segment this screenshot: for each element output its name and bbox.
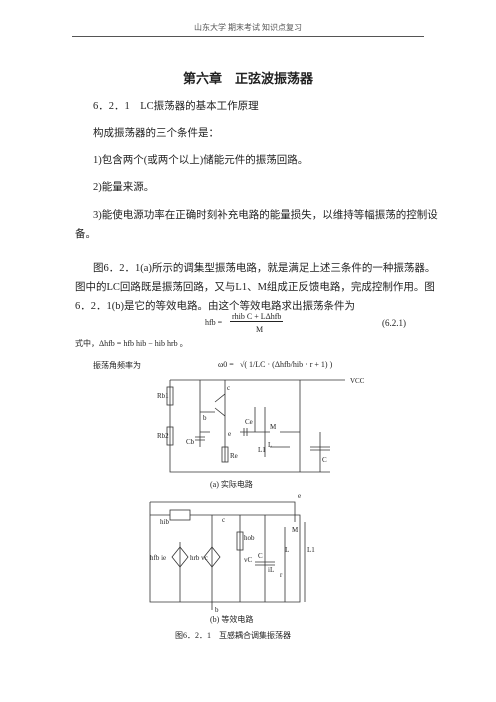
- formula: 式中，Δhfb = hfb hib − hib hrb 。: [75, 339, 188, 348]
- label: M: [270, 423, 277, 431]
- label: vC: [244, 556, 253, 564]
- title: 第六章 正弦波振荡器: [182, 72, 313, 87]
- header: 山东大学 期末考试 知识点复习: [194, 23, 302, 32]
- caption: (a) 实际电路: [210, 479, 253, 489]
- label: hrb vc: [190, 554, 208, 562]
- paragraph: 构成振荡器的三个条件是：: [93, 128, 219, 139]
- formula-expr: √( 1/LC · (Δhfb/hib · r + 1) ): [240, 360, 333, 369]
- label: M: [292, 526, 299, 534]
- formula-lhs: ω0 =: [218, 360, 234, 369]
- label: c: [222, 516, 225, 524]
- label: e: [298, 492, 301, 500]
- figure-caption: 图6．2．1 互感耦合调集振荡器: [175, 630, 291, 640]
- formula-denominator: M: [256, 325, 264, 334]
- label: Ce: [245, 418, 253, 426]
- label: C: [258, 552, 263, 560]
- label: Cb: [186, 438, 195, 446]
- paragraph: 图6．2．1(a)所示的调集型振荡电路，就是满足上述三条件的一种振荡器。: [93, 263, 436, 274]
- label: r: [280, 571, 283, 579]
- paragraph: 备。: [75, 229, 96, 240]
- formula-text: 振荡角频率为: [93, 361, 141, 370]
- header-rule: [72, 36, 424, 37]
- label: b: [203, 414, 207, 422]
- label: e: [228, 430, 231, 438]
- paragraph: 1)包含两个(或两个以上)储能元件的振荡回路。: [93, 155, 309, 166]
- label: hib: [160, 518, 169, 526]
- label: iL: [268, 566, 274, 574]
- formula-lhs: hfb =: [205, 318, 223, 327]
- label: Rb1: [157, 392, 169, 400]
- label: L: [268, 441, 272, 449]
- equation-number: (6.2.1): [382, 318, 406, 328]
- label: hfb ie: [150, 554, 166, 562]
- paragraph: 3)能使电源功率在正确时刻补充电路的能量损失，以维持等幅振荡的控制设: [93, 210, 438, 221]
- paragraph: 2)能量来源。: [93, 182, 155, 193]
- label: C: [322, 456, 327, 464]
- circuit-figure: Rb1 Rb2 Cb Re Ce C L L1 M VCC b c e (a) …: [149, 377, 365, 640]
- paragraph: 6．2．1(b)是它的等效电路。由这个等效电路求出振荡条件为: [75, 301, 355, 312]
- label: VCC: [350, 377, 365, 385]
- label: L1: [258, 446, 266, 454]
- section: 6．2．1 LC振荡器的基本工作原理: [93, 101, 259, 112]
- label: Rb2: [157, 432, 169, 440]
- label: L1: [307, 546, 315, 554]
- label: b: [215, 606, 219, 614]
- paragraph: 图中的LC回路既是振荡回路，又与L1、M组成正反馈电路，完成控制作用。图: [75, 282, 435, 293]
- label: hob: [244, 534, 255, 542]
- label: Re: [230, 452, 238, 460]
- formula-numerator: rhib C + LΔhfb: [230, 312, 284, 322]
- caption: (b) 等效电路: [210, 614, 253, 624]
- label: L: [285, 546, 289, 554]
- label: c: [227, 384, 230, 392]
